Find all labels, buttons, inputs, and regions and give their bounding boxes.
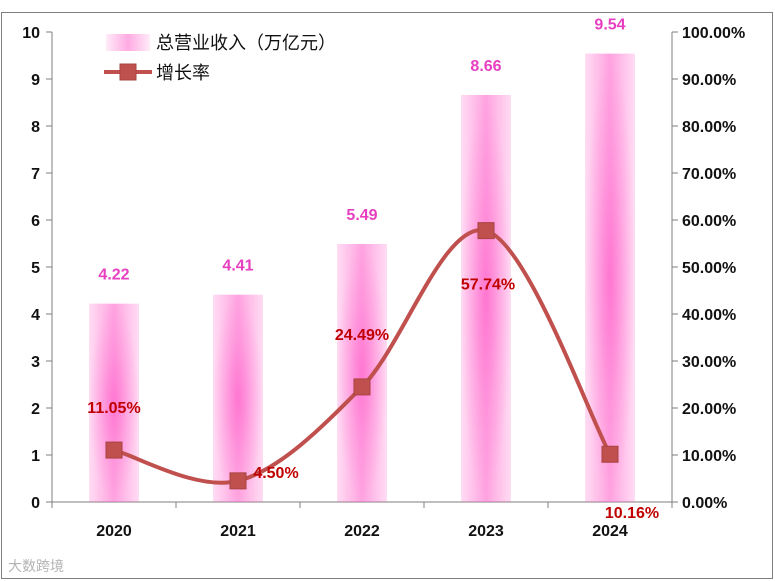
growth-rate-line: [112, 228, 612, 485]
growth-rate-marker: [601, 445, 619, 463]
growth-rate-marker: [105, 441, 123, 459]
legend-bar-swatch: [106, 34, 150, 51]
growth-rate-label: 10.16%: [605, 505, 659, 522]
y-left-tick-label: 3: [31, 354, 40, 371]
revenue-bar-label: 9.54: [594, 17, 625, 34]
revenue-bar-glow: [337, 243, 387, 502]
x-tick-label: 2021: [220, 523, 256, 540]
growth-line-layer: [105, 222, 619, 490]
y-right-tick-label: 80.00%: [682, 119, 736, 136]
growth-rate-label: 24.49%: [335, 327, 389, 344]
y-right-tick-label: 20.00%: [682, 401, 736, 418]
growth-rate-marker: [353, 378, 371, 396]
y-right-tick-label: 0.00%: [682, 495, 727, 512]
data-labels: 4.22 4.41 5.49 8.66 9.54 11.05% 4.50% 24.49% 57.…: [87, 17, 659, 523]
x-tick-label: 2023: [468, 523, 504, 540]
y-left-tick-label: 9: [31, 72, 40, 89]
x-tick-label: 2024: [592, 523, 628, 540]
growth-rate-label: 11.05%: [87, 400, 140, 417]
y-left-tick-label: 2: [31, 401, 40, 418]
revenue-bar-glow: [461, 94, 511, 502]
bars: [89, 53, 635, 503]
y-right-tick-label: 40.00%: [682, 307, 736, 324]
x-tick-label: 2020: [96, 523, 132, 540]
revenue-bar-glow: [585, 53, 635, 503]
legend-line-label: 增长率: [156, 63, 210, 84]
y-right-tick-label: 30.00%: [682, 354, 736, 371]
axes: 0123456789100.00%10.00%20.00%30.00%40.00…: [22, 25, 745, 540]
y-left-tick-label: 1: [31, 448, 40, 465]
y-right-tick-label: 100.00%: [682, 25, 745, 42]
y-left-tick-label: 6: [31, 213, 40, 230]
y-left-tick-label: 4: [31, 307, 40, 324]
revenue-bar-label: 8.66: [470, 58, 501, 75]
watermark-text: 大数跨境: [8, 559, 64, 575]
y-left-tick-label: 8: [31, 119, 40, 136]
revenue-bar-glow: [89, 303, 139, 502]
y-right-tick-label: 60.00%: [682, 213, 736, 230]
growth-rate-label: 57.74%: [461, 277, 515, 294]
y-right-tick-label: 50.00%: [682, 260, 736, 277]
legend-line-marker: [119, 63, 137, 81]
y-left-tick-label: 10: [22, 25, 40, 42]
x-tick-label: 2022: [344, 523, 380, 540]
growth-rate-label: 4.50%: [253, 465, 298, 482]
revenue-bar-label: 4.22: [98, 267, 129, 284]
y-right-tick-label: 10.00%: [682, 448, 736, 465]
y-right-tick-label: 90.00%: [682, 72, 736, 89]
growth-rate-marker: [229, 472, 247, 490]
growth-rate-marker: [477, 222, 495, 240]
legend-bar-label: 总营业收入（万亿元）: [156, 33, 336, 54]
y-left-tick-label: 7: [31, 166, 40, 183]
legend: 总营业收入（万亿元） 增长率: [104, 33, 336, 84]
revenue-bar-label: 4.41: [222, 258, 253, 275]
revenue-bar-label: 5.49: [346, 207, 377, 224]
y-right-tick-label: 70.00%: [682, 166, 736, 183]
y-left-tick-label: 5: [31, 260, 40, 277]
y-left-tick-label: 0: [31, 495, 40, 512]
revenue-bar-glow: [213, 294, 263, 502]
